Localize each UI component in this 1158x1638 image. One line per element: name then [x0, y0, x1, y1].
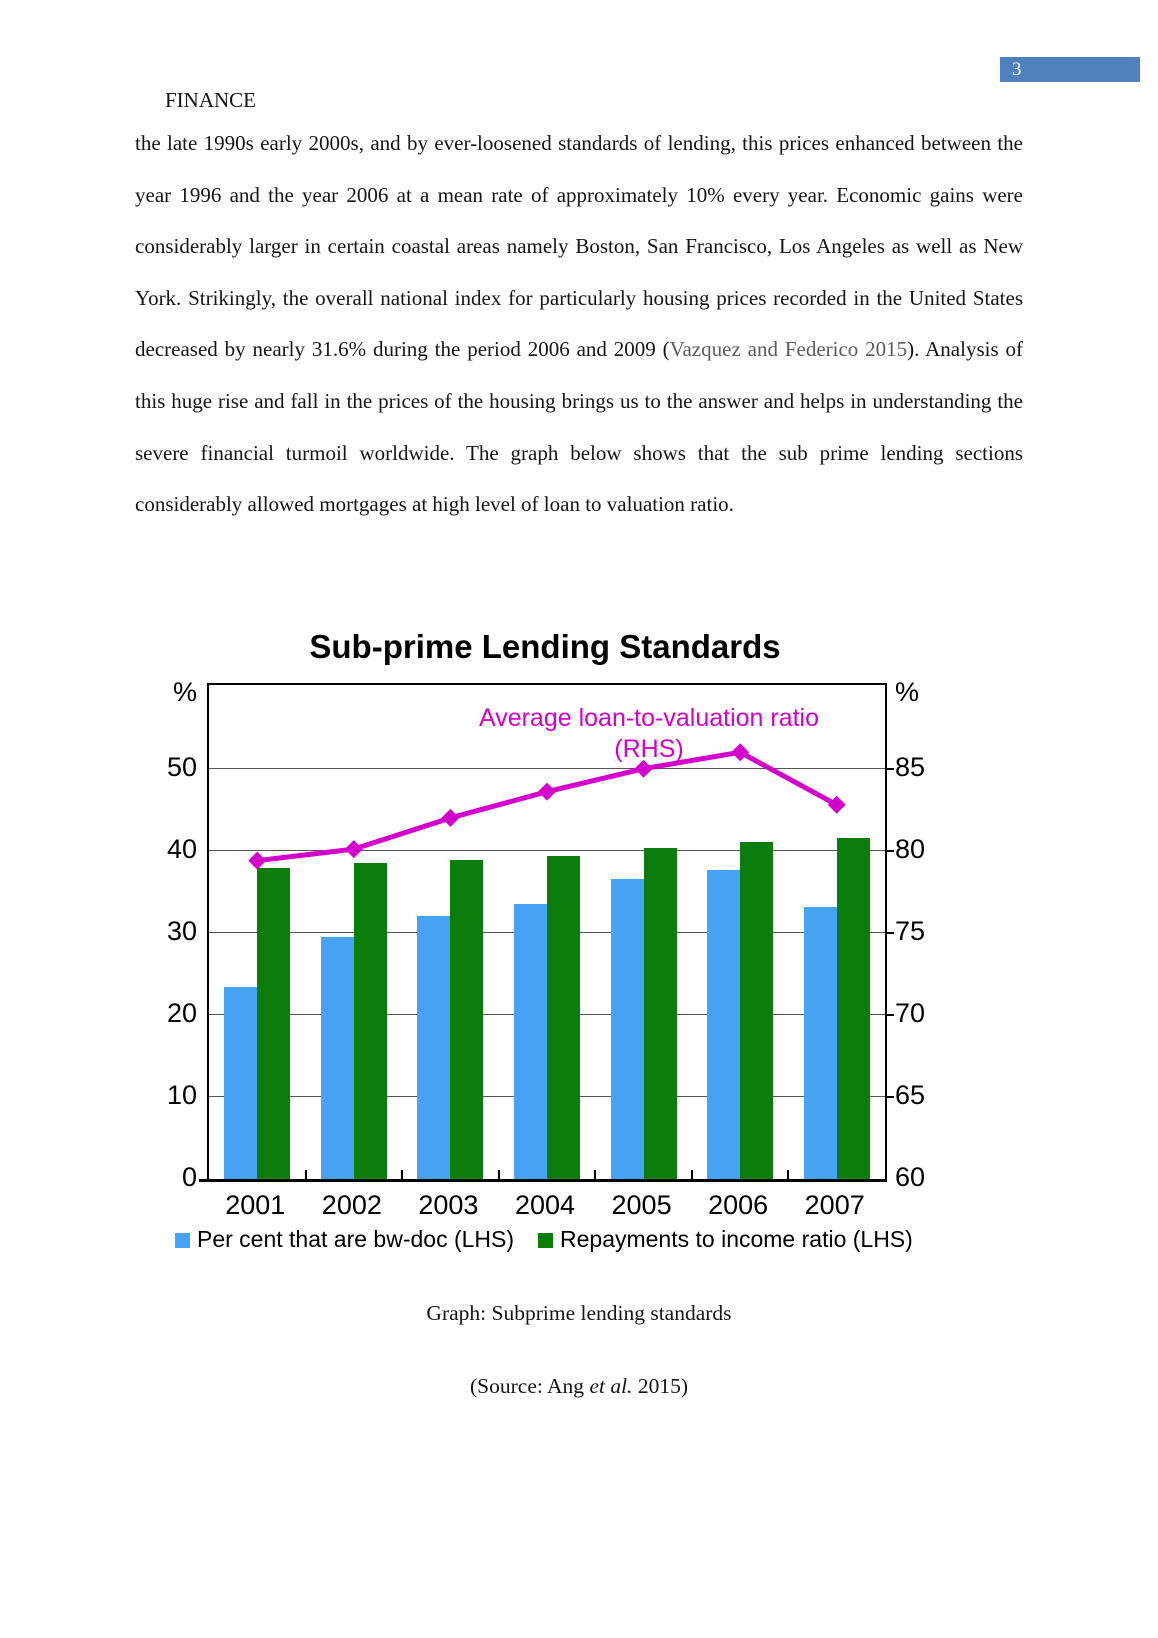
x-axis-label-2004: 2004 — [514, 1190, 576, 1220]
x-axis-label-2005: 2005 — [611, 1190, 672, 1220]
x-axis-label-2006: 2006 — [708, 1190, 769, 1220]
ltv-point-2002 — [344, 840, 363, 859]
right-axis-tick-75: 75 — [895, 915, 926, 946]
ltv-point-2006 — [731, 743, 750, 762]
left-axis-unit: % — [172, 677, 197, 707]
right-axis-tick-60: 60 — [895, 1162, 926, 1192]
right-axis-tick-85 — [885, 767, 894, 770]
legend-swatch-green — [538, 1233, 553, 1248]
bar-repayments-2003 — [450, 859, 484, 1179]
left-axis-tick-50: 50 — [166, 751, 197, 782]
x-axis-label-2003: 2003 — [418, 1190, 479, 1220]
line-series-annotation: Average loan-to-valuation ratio (RHS) — [379, 703, 919, 765]
right-axis-tick-65: 65 — [895, 1079, 926, 1110]
annotation-line2: (RHS) — [614, 735, 684, 763]
gridline-40 — [209, 850, 885, 852]
left-axis-tick-30: 30 — [166, 915, 197, 946]
paragraph-text-after: ). Analysis of this huge rise and fall i… — [135, 337, 1023, 517]
left-axis-tick-0: 0 — [181, 1162, 197, 1192]
page-number: 3 — [1012, 59, 1022, 80]
x-axis-extension — [199, 1179, 209, 1182]
figure-caption: Graph: Subprime lending standards — [426, 1301, 732, 1325]
source-etal: et al. — [589, 1374, 633, 1398]
x-axis-tick — [497, 1170, 500, 1179]
annotation-line1: Average loan-to-valuation ratio — [478, 704, 820, 732]
x-axis-label-2007: 2007 — [804, 1190, 865, 1220]
left-axis-tick-10: 10 — [166, 1079, 197, 1110]
x-axis-label-2002: 2002 — [321, 1190, 382, 1220]
gridline-50 — [209, 768, 885, 770]
right-axis-tick-70 — [885, 1013, 894, 1016]
bar-repayments-2006 — [740, 841, 774, 1179]
bar-repayments-2002 — [353, 863, 387, 1179]
bar-bwdoc-2004 — [514, 904, 547, 1179]
x-axis-tick — [304, 1170, 307, 1179]
right-axis-tick-75 — [885, 931, 894, 934]
bar-repayments-2005 — [643, 848, 677, 1179]
legend-label-repayments: Repayments to income ratio (LHS) — [560, 1226, 913, 1252]
bar-bwdoc-2001 — [224, 986, 258, 1179]
left-axis-tick-20: 20 — [166, 997, 197, 1028]
bar-repayments-2001 — [257, 868, 291, 1179]
right-axis-tick-65 — [885, 1095, 894, 1098]
bar-bwdoc-2006 — [707, 870, 741, 1179]
right-axis-tick-70: 70 — [895, 997, 926, 1028]
x-axis-tick — [594, 1170, 597, 1179]
section-heading: FINANCE — [165, 88, 257, 112]
chart-title: Sub-prime Lending Standards — [309, 628, 781, 665]
bar-bwdoc-2007 — [803, 906, 837, 1179]
body-paragraph: the late 1990s early 2000s, and by ever-… — [135, 118, 1023, 531]
x-axis-label-2001: 2001 — [225, 1190, 286, 1220]
ltv-line-series — [248, 743, 846, 870]
paragraph-text-before: the late 1990s early 2000s, and by ever-… — [135, 131, 1023, 362]
x-axis-tick — [690, 1170, 693, 1179]
legend-label-bwdoc: Per cent that are bw-doc (LHS) — [197, 1226, 515, 1252]
legend-swatch-blue — [175, 1233, 190, 1248]
figure-source: (Source: Ang et al. 2015) — [0, 1374, 1158, 1399]
right-axis-unit: % — [895, 677, 920, 707]
chart-plot-area: Average loan-to-valuation ratio (RHS) — [199, 683, 894, 1182]
bar-bwdoc-2005 — [610, 879, 644, 1179]
legend-item-bwdoc: Per cent that are bw-doc (LHS) — [175, 1226, 515, 1252]
legend-item-repayments: Repayments to income ratio (LHS) — [538, 1226, 913, 1252]
right-axis-tick-80 — [885, 849, 894, 852]
left-axis-tick-40: 40 — [166, 833, 197, 864]
right-axis-tick-85: 85 — [895, 751, 926, 782]
right-axis-tick-80: 80 — [895, 833, 926, 864]
ltv-point-2004 — [538, 782, 556, 801]
ltv-point-2001 — [248, 851, 267, 870]
x-axis-tick — [401, 1170, 404, 1179]
ltv-point-2005 — [634, 759, 653, 778]
bar-repayments-2007 — [836, 838, 870, 1179]
source-suffix: 2015) — [632, 1374, 688, 1398]
citation-text: Vazquez and Federico 2015 — [669, 337, 908, 362]
bar-bwdoc-2003 — [417, 915, 451, 1179]
source-prefix: (Source: Ang — [470, 1374, 590, 1398]
ltv-point-2007 — [827, 795, 846, 814]
page-number-badge: 3 — [1000, 57, 1140, 82]
ltv-point-2003 — [441, 808, 460, 827]
bar-repayments-2004 — [547, 855, 580, 1179]
x-axis-tick — [787, 1170, 790, 1179]
bar-bwdoc-2002 — [320, 936, 354, 1179]
